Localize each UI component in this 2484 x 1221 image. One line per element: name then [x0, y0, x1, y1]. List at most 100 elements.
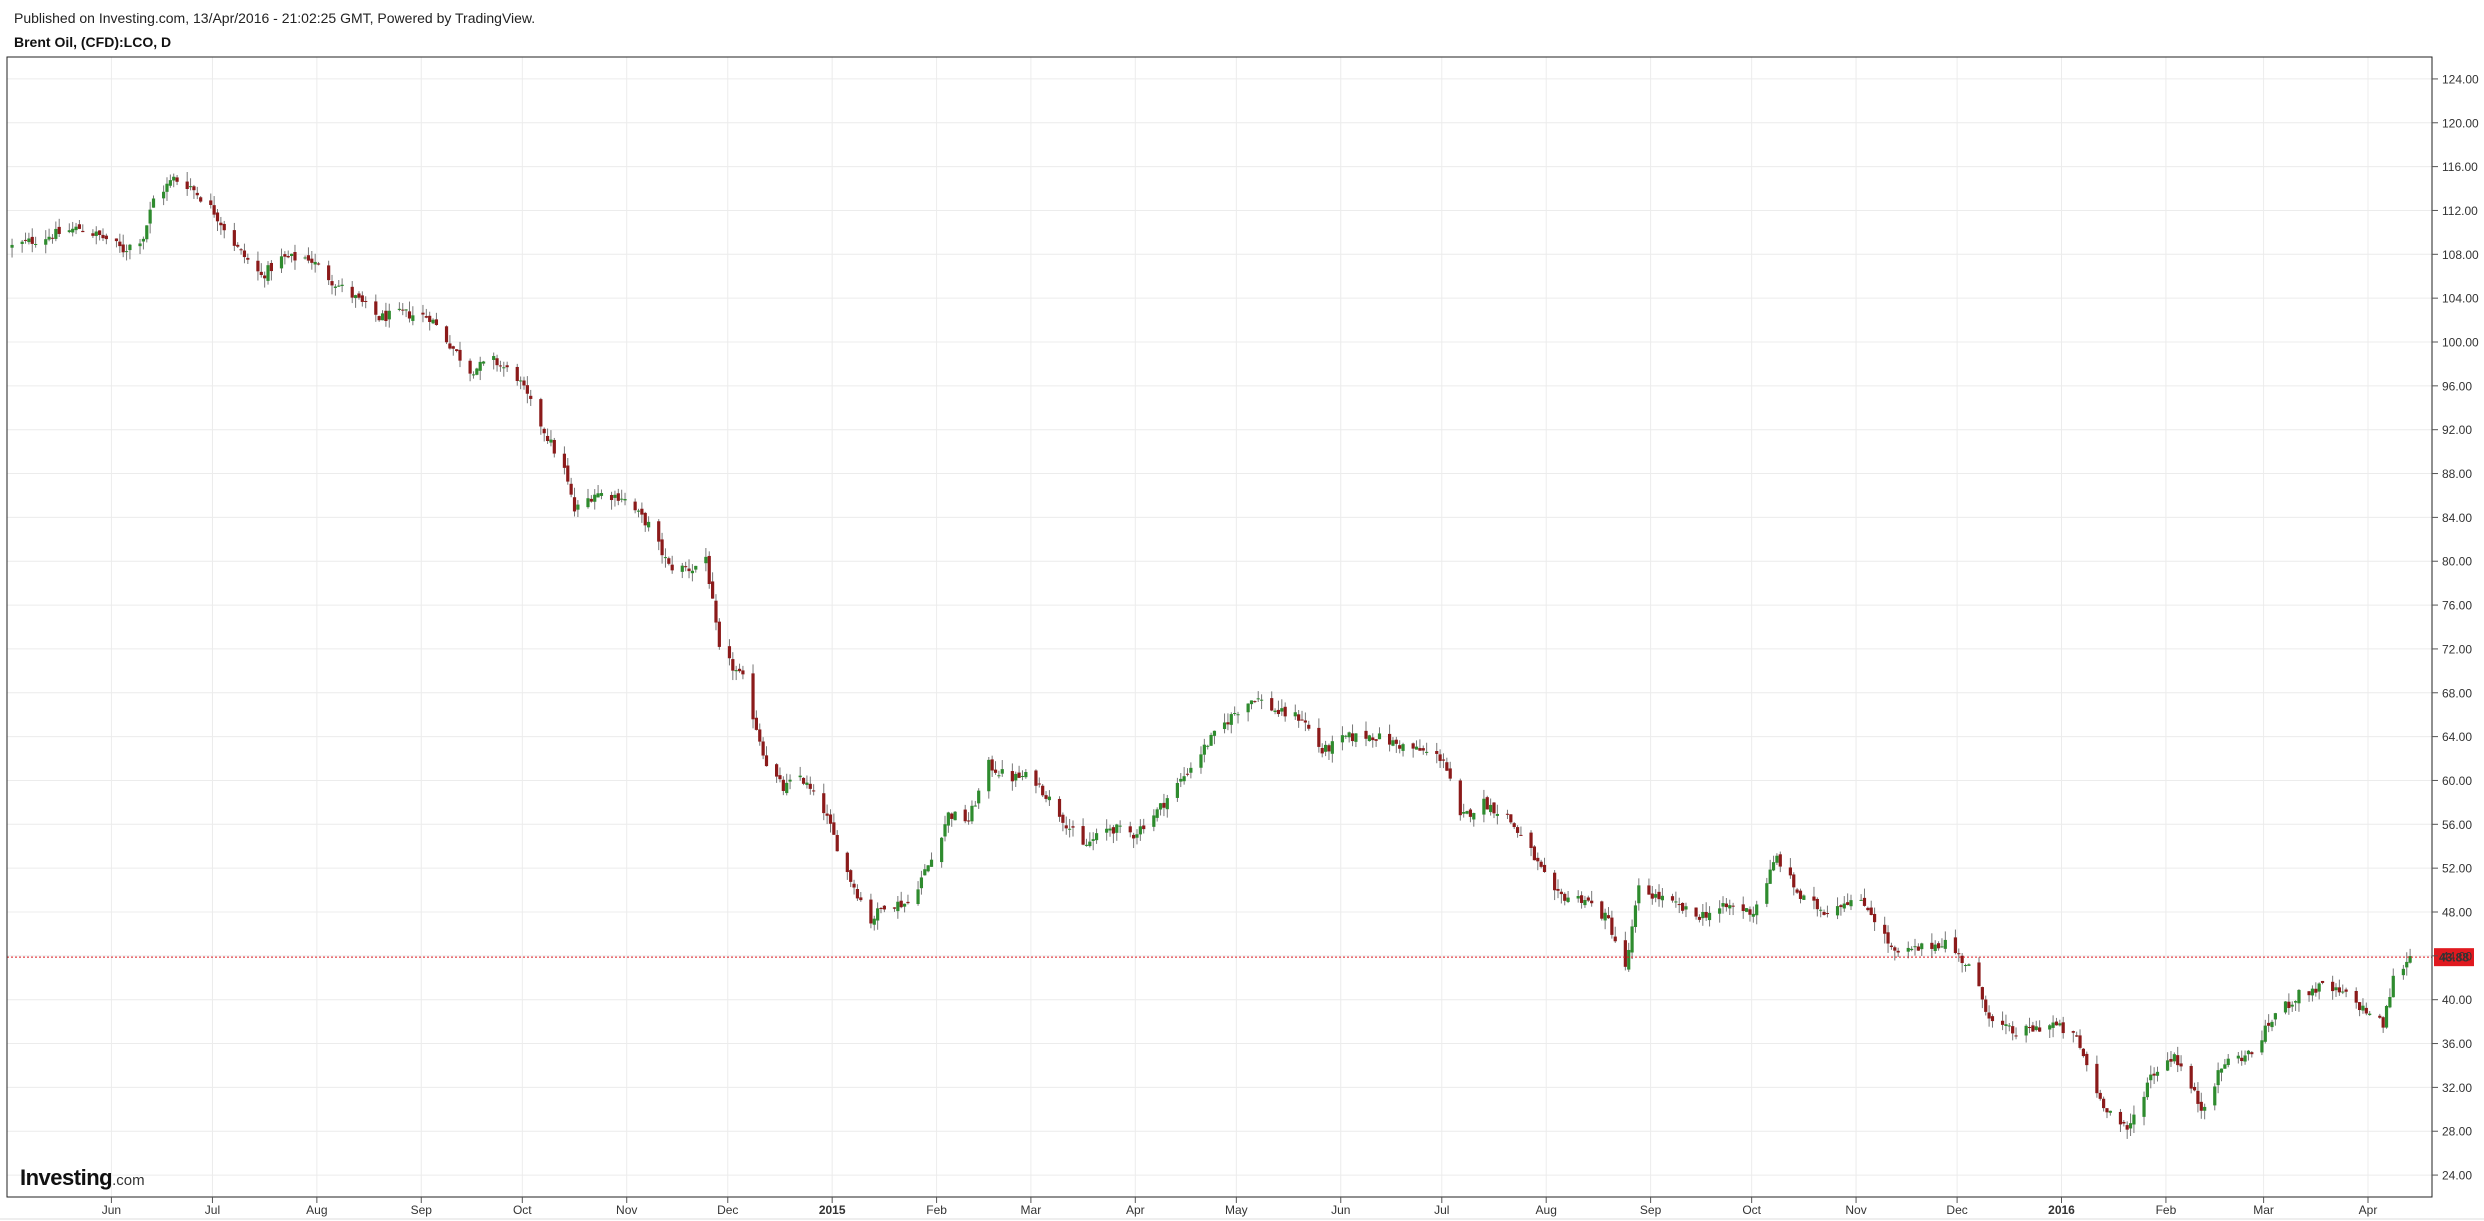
candle-down	[539, 399, 543, 427]
candle-down	[993, 769, 998, 773]
candle-down	[707, 555, 711, 584]
candle-down	[1936, 943, 1941, 949]
candle-down	[384, 310, 388, 321]
candle-up	[1212, 730, 1217, 736]
published-note: Published on Investing.com, 13/Apr/2016 …	[14, 10, 536, 26]
candle-up	[188, 186, 193, 188]
candle-down	[434, 319, 439, 326]
candle-down	[869, 899, 873, 924]
candle-up	[1603, 912, 1607, 921]
x-tick-label: Apr	[1126, 1203, 1145, 1217]
candle-down	[1657, 891, 1661, 900]
candle-down	[1374, 739, 1378, 741]
y-tick-label: 108.00	[2442, 248, 2479, 262]
y-tick-label: 72.00	[2442, 642, 2472, 656]
candle-up	[2408, 956, 2412, 963]
candle-down	[711, 581, 715, 599]
investing-logo: Investing.com	[20, 1165, 145, 1194]
candle-up	[623, 499, 627, 501]
candle-down	[1061, 814, 1065, 823]
candle-down	[81, 230, 85, 233]
candle-up	[946, 812, 950, 826]
candle-down	[1984, 999, 1988, 1012]
y-tick-label: 64.00	[2442, 730, 2472, 744]
candle-up	[2007, 1025, 2011, 1027]
candle-up	[151, 198, 156, 208]
candle-down	[468, 360, 472, 374]
candle-down	[882, 905, 886, 910]
candle-down	[455, 349, 459, 351]
logo-brand: Investing	[20, 1165, 113, 1190]
candles	[10, 171, 2412, 1139]
candle-down	[1681, 902, 1685, 911]
candle-up	[10, 244, 14, 248]
candle-up	[1660, 895, 1664, 901]
candle-down	[1977, 962, 1981, 987]
candle-up	[1323, 744, 1328, 752]
candle-down	[737, 668, 742, 672]
candle-up	[1745, 908, 1749, 912]
candle-up	[2293, 1001, 2298, 1003]
candle-up	[1280, 708, 1284, 712]
candle-down	[609, 495, 614, 501]
candle-down	[360, 295, 364, 302]
candle-down	[1441, 759, 1446, 761]
candle-down	[219, 222, 223, 226]
candle-down	[2176, 1055, 2180, 1066]
y-tick-label: 120.00	[2442, 116, 2479, 130]
candle-up	[1465, 811, 1469, 814]
candle-up	[1222, 722, 1227, 730]
candle-down	[2122, 1121, 2126, 1124]
candle-up	[2283, 1001, 2288, 1013]
candle-up	[1627, 949, 1631, 970]
candle-down	[542, 428, 546, 434]
candle-down	[754, 717, 758, 730]
candle-up	[471, 374, 476, 376]
candle-down	[1034, 770, 1038, 786]
candle-up	[1910, 948, 1914, 951]
y-tick-label: 124.00	[2442, 72, 2479, 86]
candle-up	[2405, 961, 2409, 968]
candle-up	[145, 225, 149, 240]
candle-up	[926, 865, 930, 872]
candle-down	[246, 257, 250, 260]
candle-down	[1394, 739, 1398, 744]
candle-down	[118, 241, 122, 247]
candle-down	[1724, 903, 1728, 908]
chart-frame	[0, 56, 2484, 1220]
candle-down	[852, 883, 856, 888]
candle-down	[1563, 893, 1567, 901]
candle-up	[902, 903, 907, 907]
candle-up	[2368, 1013, 2372, 1015]
candle-down	[121, 244, 125, 253]
candle-down	[522, 380, 526, 386]
candle-down	[364, 300, 368, 302]
candle-down	[2031, 1025, 2035, 1032]
candle-down	[832, 822, 836, 835]
candle-down	[2118, 1111, 2123, 1125]
candle-down	[1748, 909, 1752, 915]
candle-down	[1862, 897, 1867, 906]
candle-down	[2085, 1053, 2089, 1066]
candle-down	[684, 566, 688, 568]
candle-down	[2344, 989, 2348, 992]
candle-down	[566, 465, 570, 482]
candle-down	[778, 775, 782, 780]
candle-up	[2388, 997, 2392, 1008]
candle-down	[1057, 798, 1062, 817]
candle-down	[1411, 743, 1415, 749]
candle-down	[2152, 1073, 2156, 1076]
candle-up	[411, 315, 415, 321]
candle-down	[1320, 747, 1324, 754]
candle-down	[2267, 1022, 2271, 1026]
candle-up	[1684, 906, 1688, 910]
candle-down	[1694, 907, 1698, 917]
candle-down	[2105, 1108, 2109, 1113]
symbol-title: Brent Oil, (CFD):LCO, D	[14, 34, 172, 50]
candle-down	[458, 349, 462, 361]
candle-down	[2381, 1017, 2385, 1028]
candle-up	[1940, 946, 1944, 948]
candle-up	[337, 285, 341, 287]
candle-up	[128, 244, 132, 251]
